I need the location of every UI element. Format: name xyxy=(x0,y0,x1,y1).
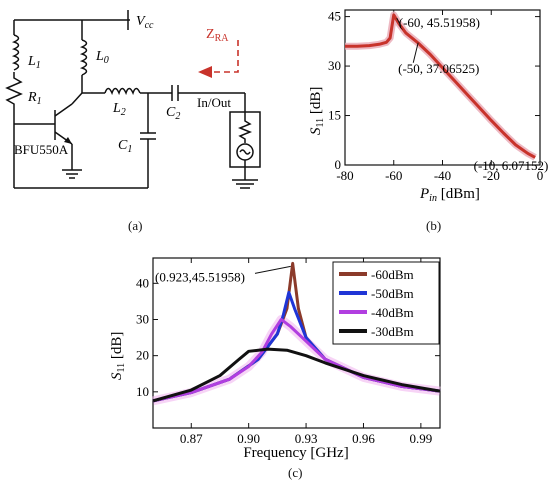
resistor-r1 xyxy=(5,72,23,114)
caption-a: (a) xyxy=(128,218,143,233)
l2-label: L2 xyxy=(112,101,126,118)
y-tick-label: 45 xyxy=(328,9,341,24)
x-tick-label: -60 xyxy=(385,168,402,183)
zra-indicator xyxy=(210,40,239,73)
y-axis-label: S11 [dB] xyxy=(109,332,127,380)
y-tick-label: 10 xyxy=(136,384,149,399)
legend-label: -40dBm xyxy=(371,305,414,320)
y-tick-label: 30 xyxy=(136,311,149,326)
x-tick-label: 0.96 xyxy=(352,431,375,446)
x-tick-label: -80 xyxy=(336,168,353,183)
annotation: (-10, 6.07152) xyxy=(474,158,549,173)
legend-label: -30dBm xyxy=(371,324,414,339)
x-tick-label: 0.93 xyxy=(295,431,318,446)
x-tick-label: -20 xyxy=(483,168,500,183)
circuit-diagram: Vcc L1 R1 L0 L2 C2 C1 BFU550A In/Out ZRA xyxy=(5,10,261,189)
chart-b: -80 -60 -40 -20 0 0 15 30 45 S11 [dB] Pin [dBm] (-6… xyxy=(308,9,549,204)
annotation: (-60, 45.51958) xyxy=(399,15,480,30)
transistor-label: BFU550A xyxy=(14,142,69,157)
r1-label: R1 xyxy=(27,90,42,107)
zra-label: ZRA xyxy=(206,27,229,44)
y-tick-label: 15 xyxy=(328,108,341,123)
annotation: (-50, 37.06525) xyxy=(398,61,479,76)
y-tick-label: 0 xyxy=(335,157,342,172)
caption-b: (b) xyxy=(426,218,442,233)
annotation-leader xyxy=(254,265,291,274)
x-tick-label: 0 xyxy=(537,168,544,183)
y-tick-label: 40 xyxy=(136,275,149,290)
c1-label: C1 xyxy=(118,138,132,155)
series-line-2 xyxy=(152,317,441,403)
annotation-leader xyxy=(396,17,402,27)
l1-label: L1 xyxy=(27,54,41,71)
x-tick-label: 0.90 xyxy=(237,431,260,446)
x-tick-label: 0.87 xyxy=(180,431,203,446)
y-tick-label: 20 xyxy=(136,348,149,363)
port-label: In/Out xyxy=(197,95,231,110)
legend-label: -60dBm xyxy=(371,267,414,282)
x-axis-label: Pin [dBm] xyxy=(419,186,480,204)
x-tick-label: 0.99 xyxy=(409,431,432,446)
c2-label: C2 xyxy=(166,105,180,122)
annotation-leader xyxy=(412,42,419,63)
series-line-3 xyxy=(152,347,441,403)
annotation: (0.923,45.51958) xyxy=(155,269,245,284)
series-line-0 xyxy=(345,13,536,159)
y-axis-label: S11 [dB] xyxy=(308,87,326,135)
inductor-l0 xyxy=(79,39,88,76)
x-tick-label: -40 xyxy=(434,168,451,183)
chart-c: 0.87 0.90 0.93 0.96 0.99 10 20 30 40 S11 [dB] Freq… xyxy=(109,257,441,461)
inductor-l2 xyxy=(104,87,141,96)
y-tick-label: 30 xyxy=(328,58,341,73)
vcc-label: Vcc xyxy=(136,14,154,31)
caption-c: (c) xyxy=(288,465,303,480)
resistor-rs xyxy=(237,117,253,143)
inductor-l1 xyxy=(11,34,20,71)
plot-frame xyxy=(152,257,441,429)
l0-label: L0 xyxy=(95,49,109,66)
x-axis-label: Frequency [GHz] xyxy=(243,445,348,461)
legend-label: -50dBm xyxy=(371,286,414,301)
